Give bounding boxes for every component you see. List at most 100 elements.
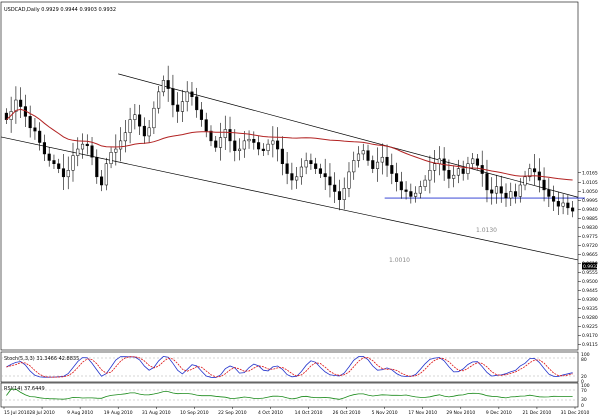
candle-body [414,192,418,197]
candle-body [133,114,137,120]
candle-body [90,145,94,158]
candle-body [404,189,408,192]
price-tick-label: 1.0050 [582,189,598,195]
price-tick-label: 0.9115 [582,342,598,348]
candle-body [356,153,361,161]
price-tick-label: 0.9885 [582,216,598,222]
price-tick-label: 0.9665 [582,252,598,258]
candle-body [142,125,146,137]
rsi-plot-area [6,388,573,400]
price-tick-label: 0.9775 [582,234,598,240]
candle-body [452,174,456,179]
candle-body [295,176,299,181]
candle-body [380,156,384,163]
candle-body [494,186,499,194]
candle-body [218,137,223,148]
candle-body [209,130,213,142]
time-tick-label: 28 Jul 2010 [29,410,55,416]
candle-body [33,127,37,132]
candle-body [242,140,246,150]
candle-body [28,116,32,129]
upper-level-label: 1.0130 [476,227,497,234]
main-price-pane[interactable]: USDCAD,Daily 0.9929 0.9944 0.9903 0.9932… [0,1,599,351]
candle-body [52,160,56,164]
candle-body [71,155,75,171]
candle-body [57,163,61,169]
last-price-tag-box [582,262,597,270]
candle-body [314,163,318,169]
candle-body [399,181,403,191]
candle-body [490,189,494,194]
rsi-line [6,388,573,400]
candle-body [276,140,280,150]
price-tick-label: 0.9555 [582,270,598,276]
candle-body [66,170,70,178]
rsi-pane-title: RSI(14) 37.6449 [4,386,45,392]
candle-body [237,148,242,151]
candle-body [195,96,199,111]
time-axis: 15 Jul 2010 28 Jul 2010 9 Aug 2010 19 Aug 2… [3,407,590,416]
candle-body [352,160,356,173]
time-tick-label: 9 Dec 2010 [486,410,512,416]
candle-body [280,148,284,164]
candle-body [323,173,327,178]
time-tick-label: 14 Oct 2010 [295,410,323,416]
candle-body [123,132,127,142]
candle-body [285,163,289,174]
price-tick-label: 0.9830 [582,225,598,231]
candle-body [390,165,394,174]
candle-body [257,142,261,150]
price-tick-label: 0.9445 [582,288,598,294]
candle-body [556,201,560,207]
candle-body [85,143,89,147]
candle-body [409,191,413,197]
candle-body [447,170,451,179]
price-tick-label: 1.0105 [582,180,598,186]
lower-level-label: 1.0010 [389,257,410,264]
last-price-tag: 0.9932 [583,264,599,270]
time-tick-label: 21 Dec 2010 [523,410,552,416]
candle-body [571,207,575,212]
stoch-tick-0: 0 [581,379,584,385]
candle-body [328,176,332,186]
candle-body [157,91,161,109]
time-tick-label: 22 Sep 2010 [218,410,247,416]
price-tick-label: 0.9280 [582,315,598,321]
rsi-tick-100: 100 [581,383,590,389]
stoch-tick-80: 80 [581,357,587,363]
candle-body [290,173,294,181]
price-tick-label: 0.9500 [582,279,598,285]
main-pane-frame [0,1,579,351]
rsi-pane[interactable]: RSI(14) 37.6449 100 70 30 0 [0,382,590,409]
candle-body [180,101,184,112]
candle-body [437,158,441,164]
stochastic-pane[interactable]: Stoch(5,3,3) 31.3466 42.8835 100 80 20 0 [0,351,590,385]
time-tick-label: 17 Nov 2010 [408,410,437,416]
candle-body [161,80,165,93]
candle-body [166,80,170,89]
candle-body [518,184,522,197]
candle-body [471,158,475,164]
candle-body [552,196,556,202]
candle-body [304,160,308,168]
candle-body [14,99,18,112]
time-tick-label: 4 Oct 2010 [258,410,283,416]
candle-body [128,119,132,133]
time-tick-label: 10 Sep 2010 [180,410,209,416]
candle-body [47,153,51,161]
candle-body [42,142,46,155]
price-tick-label: 1.0165 [582,170,598,176]
candle-body [299,166,303,178]
candle-body [523,176,527,186]
candle-body [342,188,346,200]
time-tick-label: 5 Nov 2010 [372,410,398,416]
candle-body [152,107,156,129]
candle-body [199,109,204,120]
candle-body [228,129,232,142]
candle-body [566,202,570,209]
candle-body [119,140,123,150]
candle-body [513,191,518,197]
candle-body [423,179,427,187]
rsi-tick-30: 30 [581,397,587,403]
candle-body [190,91,194,98]
